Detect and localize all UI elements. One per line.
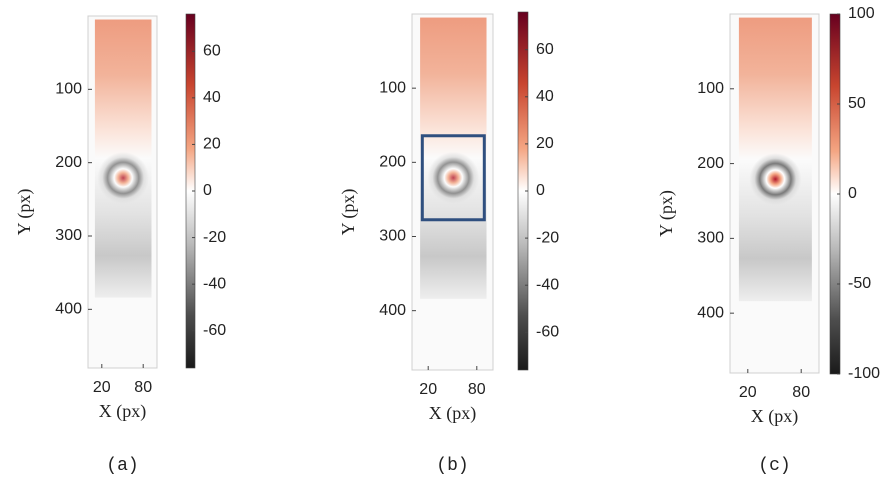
x-tick-label: 20: [419, 381, 437, 398]
x-tick-label: 80: [468, 381, 486, 398]
y-tick-label: 100: [55, 81, 82, 98]
colorbar-tick-label: -50: [848, 275, 871, 292]
y-tick-label: 200: [379, 154, 406, 171]
colorbar-tick-label: 20: [203, 136, 221, 153]
colorbar-tick-label: 60: [536, 41, 554, 58]
colorbar-tick-label: 0: [848, 185, 857, 202]
y-tick-label: 200: [55, 154, 82, 171]
colorbar-tick-label: -20: [536, 229, 559, 246]
panel-caption: (a): [106, 456, 138, 476]
y-axis-label: Y (px): [656, 190, 677, 237]
colorbar-tick-label: -40: [203, 275, 226, 292]
highlight-box: [420, 134, 486, 222]
x-axis-label: X (px): [751, 406, 799, 427]
y-tick-label: 100: [697, 80, 724, 97]
y-tick-label: 100: [379, 79, 406, 96]
ring-pattern: [427, 151, 480, 204]
colorbar-tick-label: -40: [536, 276, 559, 293]
x-tick-label: 80: [134, 379, 152, 396]
colorbar-tick-label: 40: [203, 89, 221, 106]
colorbar-tick-label: -100: [848, 365, 880, 382]
colorbar-tick-label: 60: [203, 42, 221, 59]
y-tick-label: 300: [697, 230, 724, 247]
panel-caption: (c): [758, 456, 790, 476]
colorbar-tick-label: -60: [203, 322, 226, 339]
colorbar-tick-label: 0: [536, 182, 545, 199]
x-axis-label: X (px): [429, 403, 477, 424]
x-tick-label: 80: [792, 384, 810, 401]
colorbar-tick-label: 50: [848, 95, 866, 112]
panel-caption: (b): [436, 456, 468, 476]
ring-pattern: [749, 153, 802, 206]
y-tick-label: 200: [697, 155, 724, 172]
y-tick-label: 300: [379, 228, 406, 245]
colorbar-tick-label: 20: [536, 135, 554, 152]
colorbar-tick-label: 100: [848, 5, 875, 22]
colorbar-tick-label: -20: [203, 229, 226, 246]
ring-pattern: [97, 151, 150, 204]
y-tick-label: 400: [55, 301, 82, 318]
x-tick-label: 20: [739, 384, 757, 401]
y-tick-label: 300: [55, 227, 82, 244]
y-axis-label: Y (px): [338, 189, 359, 236]
colorbar-tick-label: -60: [536, 324, 559, 341]
y-tick-label: 400: [379, 302, 406, 319]
colorbar-tick-label: 40: [536, 88, 554, 105]
x-tick-label: 20: [93, 379, 111, 396]
y-axis-label: Y (px): [14, 189, 35, 236]
x-axis-label: X (px): [99, 401, 147, 422]
y-tick-label: 400: [697, 304, 724, 321]
colorbar-tick-label: 0: [203, 182, 212, 199]
